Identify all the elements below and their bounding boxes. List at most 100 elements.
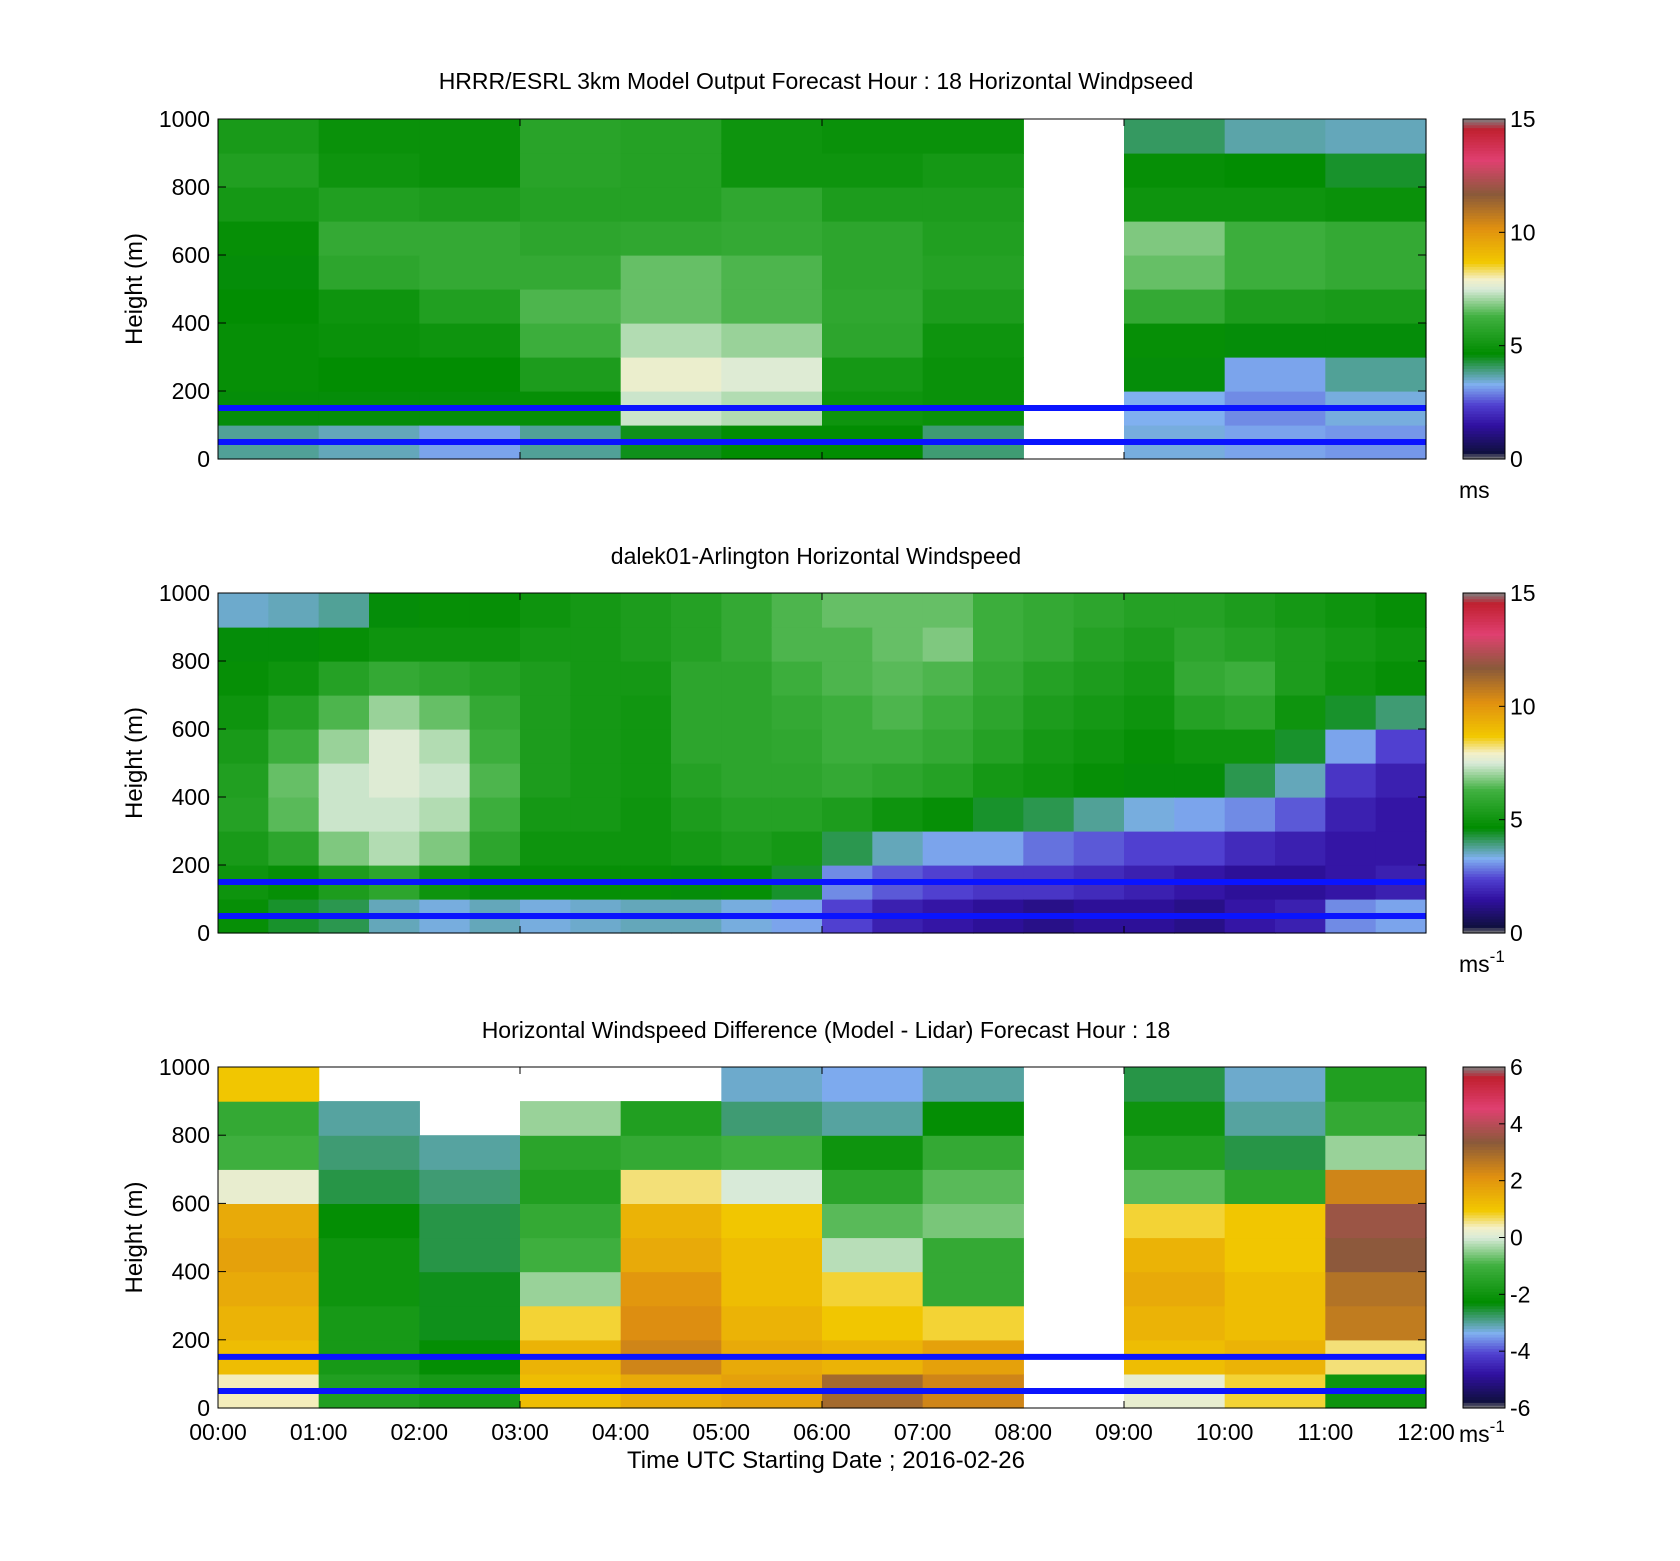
heatmap-cell [1023,627,1075,662]
colorbar-segment [1463,904,1505,909]
reference-lines [218,879,1426,919]
colorbar: -6 -4 -2 0 2 4 6 ms-1 [1459,1054,1531,1447]
colorbar-segment [1463,867,1505,872]
colorbar-segment [1463,737,1505,741]
colorbar-segment [1463,593,1505,597]
heatmap-cell [218,1305,320,1341]
colorbar-segment [1463,1246,1505,1250]
heatmap-cell [218,1101,320,1136]
heatmap-cell [570,797,622,832]
heatmap-cell [520,797,571,832]
colorbar-segment [1463,238,1505,242]
colorbar-segment [1463,1220,1505,1224]
heatmap-cell [268,797,320,832]
colorbar-segment [1463,1095,1505,1099]
heatmap-cell [771,593,823,628]
heatmap-cells [218,593,1427,934]
heatmap-cell [620,153,722,188]
heatmap-cell [1275,695,1326,730]
colorbar-segment [1463,746,1505,750]
heatmap-cell [922,1169,1024,1204]
heatmap-cell [1124,797,1175,832]
colorbar-segment [1463,1160,1505,1165]
heatmap-cell [520,1135,622,1170]
heatmap-cell [520,153,622,188]
heatmap-cell [1375,661,1427,696]
colorbar-segment [1463,1231,1505,1236]
heatmap-cell [520,593,571,628]
colorbar-segment [1463,1297,1505,1301]
heatmap-cell [671,627,722,662]
colorbar-segment [1463,1322,1505,1327]
heatmap-cell [721,1135,823,1170]
colorbar-segment [1463,249,1505,253]
colorbar-segment [1463,882,1505,886]
colorbar-segment [1463,1126,1505,1131]
colorbar-segment [1463,229,1505,233]
colorbar-segment [1463,323,1505,327]
colorbar-segment [1463,1172,1505,1176]
colorbar-segment [1463,763,1505,767]
colorbar-segment [1463,680,1505,685]
colorbar-segment [1463,379,1505,384]
heatmap-cell [419,119,521,154]
heatmap-cell [620,323,722,358]
heatmap-cell [318,153,420,188]
heatmap-cell [1375,797,1427,832]
colorbar-tick-label: 6 [1510,1054,1523,1080]
colorbar-segment [1463,1180,1505,1185]
heatmap-cell [218,255,320,290]
colorbar-segment [1463,433,1505,437]
heatmap-cell [218,153,320,188]
heatmap-cell [1124,153,1226,188]
heatmap-cell [419,153,521,188]
heatmap-cell [218,1271,320,1307]
heatmap-cell [1375,695,1427,730]
colorbar-segment [1463,1084,1505,1088]
colorbar-segment [1463,896,1505,900]
heatmap-cell [822,729,873,764]
colorbar-segment [1463,1288,1505,1293]
colorbar-segment [1463,1390,1505,1395]
colorbar-segment [1463,816,1505,821]
colorbar-segment [1463,797,1505,801]
heatmap-cell [1124,695,1175,730]
colorbar-segment [1463,408,1505,412]
heatmap-cell [922,221,1024,256]
heatmap-cell [369,627,420,662]
heatmap-cell [771,763,823,798]
heatmap-cell [1224,661,1276,696]
colorbar-segment [1463,712,1505,716]
colorbar-segment [1463,714,1505,719]
heatmap-cell [721,221,823,256]
colorbar-segment [1463,901,1505,906]
heatmap-cell [922,695,974,730]
heatmap-cell [469,661,521,696]
heatmap-cell [1224,255,1326,290]
colorbar-segment [1463,1268,1505,1273]
colorbar-segment [1463,848,1505,852]
colorbar-segment [1463,430,1505,435]
colorbar-segment [1463,306,1505,310]
colorbar-segment [1463,388,1505,392]
colorbar-segment [1463,805,1505,809]
heatmap-cell [721,289,823,324]
heatmap-cell [1023,831,1075,866]
colorbar-segment [1463,1186,1505,1190]
heatmap-cell [369,695,420,730]
heatmap-cell [1325,1237,1427,1273]
heatmap-cell [1275,593,1326,628]
heatmap-cell [1325,1271,1427,1307]
colorbar-segment [1463,1152,1505,1156]
heatmap-cell [620,1101,722,1136]
colorbar-segment [1463,1206,1505,1210]
colorbar-segment [1463,215,1505,219]
heatmap-cell [1325,1067,1427,1102]
heatmap-cell [922,1101,1024,1136]
colorbar-tick-label: -6 [1510,1395,1530,1421]
colorbar-segment [1463,130,1505,134]
heatmap-cell [922,661,974,696]
colorbar-segment [1463,368,1505,372]
colorbar-segment [1463,1123,1505,1128]
colorbar-tick-label: 4 [1510,1111,1523,1137]
